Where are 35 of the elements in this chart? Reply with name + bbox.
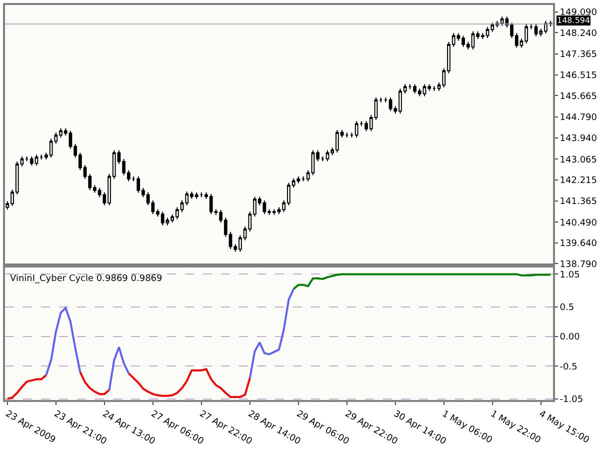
y-tick-label: 142.215 (560, 176, 598, 186)
y-tick-label: 0.00 (560, 332, 580, 343)
candlestick (25, 156, 29, 162)
y-tick-label: 138.790 (560, 260, 598, 270)
y-tick-label: 140.490 (560, 218, 598, 228)
y-tick-label: 143.065 (560, 155, 598, 166)
candlestick (345, 132, 349, 138)
candlestick (379, 96, 383, 103)
y-tick-label: 1.05 (560, 270, 580, 280)
candlestick (529, 24, 533, 30)
line-series (292, 273, 552, 290)
candlestick (360, 120, 364, 127)
y-tick-label: 144.790 (560, 113, 598, 124)
y-tick-label: -1.05 (560, 394, 584, 405)
candlestick (350, 132, 354, 138)
y-tick-label: -0.5 (560, 362, 578, 372)
y-tick-label: 141.365 (560, 196, 598, 207)
candlestick (40, 154, 44, 160)
y-tick-label: 139.640 (560, 239, 598, 250)
candlestick (320, 156, 324, 162)
candlestick (354, 120, 358, 138)
y-tick-label: 0.5 (560, 302, 574, 313)
y-tick-label: 147.365 (560, 50, 598, 60)
y-tick-label: 143.940 (560, 134, 598, 144)
candlestick (384, 96, 388, 103)
y-tick-label: 146.515 (560, 70, 598, 81)
candlestick (302, 176, 305, 182)
candlestick (408, 84, 412, 90)
candlestick (132, 176, 136, 182)
y-tick-label: 149.090 (560, 8, 598, 18)
y-tick-label: 145.665 (560, 92, 598, 102)
y-tick-label: 148.240 (560, 28, 598, 39)
text: VininI_Cyber Cycle 0.9869 0.9869 (10, 274, 163, 284)
candlestick (432, 85, 436, 92)
ref-line-label: 148.594 (557, 16, 590, 25)
